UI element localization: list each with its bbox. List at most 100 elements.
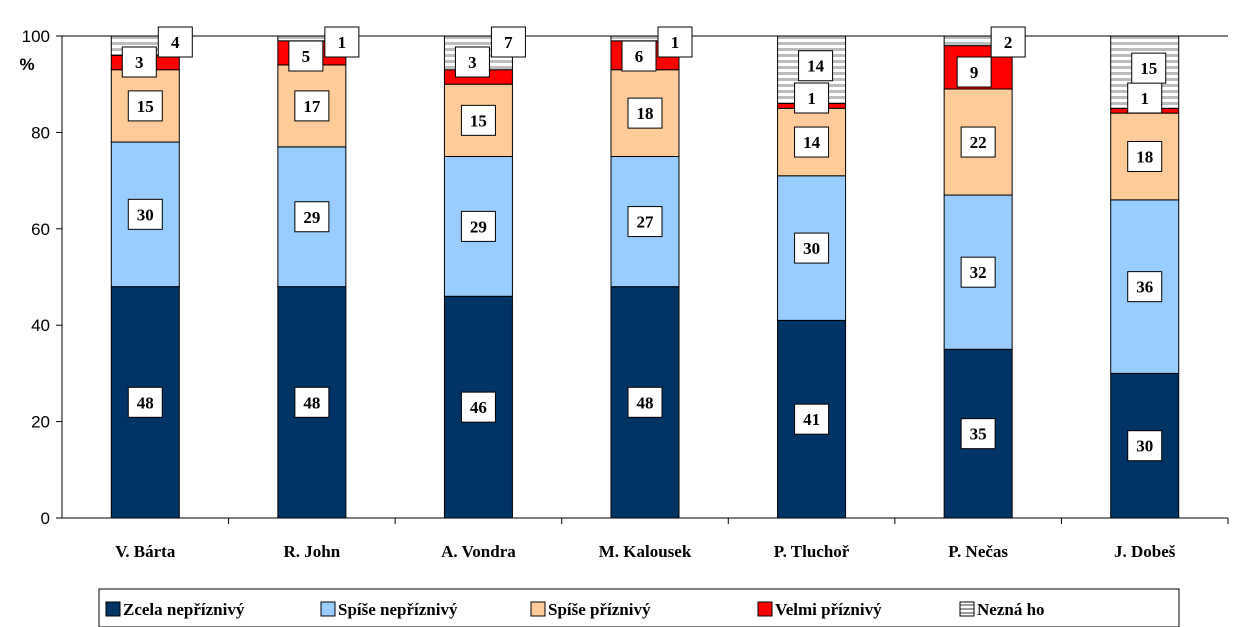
- x-tick-label-m-kalousek: M. Kalousek: [599, 542, 692, 561]
- bar-segment-zcela-nepriznivy-p-necas: [943, 348, 1013, 519]
- data-label-zcela-nepriznivy-p-necas: 35: [970, 425, 987, 444]
- data-label-velmi-priznivy-j-dobes: 1: [1140, 89, 1149, 108]
- data-label-box: [960, 126, 996, 158]
- data-label-nezna-ho-p-necas: 2: [1004, 33, 1013, 52]
- data-label-box: [294, 386, 330, 418]
- x-tick-label-v-barta: V. Bárta: [115, 542, 176, 561]
- data-label-velmi-priznivy-m-kalousek: 6: [635, 47, 644, 66]
- data-label-spise-nepriznivy-p-tluchor: 30: [803, 239, 820, 258]
- data-label-nezna-ho-m-kalousek: 1: [671, 33, 680, 52]
- data-label-spise-priznivy-v-barta: 15: [137, 97, 154, 116]
- legend-label-zcela-nepriznivy: Zcela nepříznivý: [123, 600, 245, 619]
- y-tick-label: 20: [31, 413, 50, 432]
- data-label-box: [157, 26, 193, 58]
- legend: Zcela nepříznivý Spíše nepříznivý Spíše př…: [98, 588, 1180, 627]
- data-label-box: [127, 90, 163, 122]
- data-label-box: [324, 26, 360, 58]
- data-label-spise-priznivy-j-dobes: 18: [1136, 148, 1153, 167]
- data-label-box: [294, 201, 330, 233]
- data-label-box: [127, 386, 163, 418]
- data-label-nezna-ho-j-dobes: 15: [1140, 59, 1157, 78]
- x-tick-label-p-tluchor: P. Tluchoř: [774, 542, 850, 561]
- data-label-velmi-priznivy-v-barta: 3: [135, 53, 144, 72]
- y-tick-label: 0: [41, 509, 50, 528]
- data-label-box: [288, 40, 324, 72]
- data-label-box: [627, 386, 663, 418]
- data-label-box: [460, 104, 496, 136]
- axes: 0 20 40 60 80 100% V. Bárta R. John A. Vondra M. …: [19, 27, 1229, 561]
- legend-swatch-spise-nepriznivy: [320, 601, 336, 617]
- data-label-nezna-ho-v-barta: 4: [171, 33, 180, 52]
- x-tick-label-r-john: R. John: [284, 542, 341, 561]
- data-label-box: [794, 82, 830, 114]
- data-label-box: [794, 232, 830, 264]
- data-label-box: [460, 210, 496, 242]
- data-label-box: [121, 46, 157, 78]
- y-tick-label: 40: [31, 316, 50, 335]
- data-label-spise-nepriznivy-v-barta: 30: [137, 205, 154, 224]
- x-tick-label-j-dobes: J. Dobeš: [1114, 542, 1176, 561]
- bars: [110, 35, 1180, 519]
- data-label-box: [627, 206, 663, 238]
- data-label-spise-priznivy-a-vondra: 15: [470, 111, 487, 130]
- y-axis-title: %: [19, 55, 34, 74]
- legend-box: [98, 588, 1180, 627]
- bar-segment-spise-priznivy-j-dobes: [1110, 112, 1180, 201]
- data-label-box: [956, 56, 992, 88]
- data-label-box: [960, 418, 996, 450]
- data-label-spise-nepriznivy-r-john: 29: [303, 208, 320, 227]
- data-label-zcela-nepriznivy-a-vondra: 46: [470, 398, 487, 417]
- data-label-spise-priznivy-p-necas: 22: [970, 133, 987, 152]
- data-label-velmi-priznivy-p-tluchor: 1: [807, 89, 816, 108]
- legend-label-spise-priznivy: Spíše příznivý: [548, 600, 651, 619]
- data-label-spise-nepriznivy-p-necas: 32: [970, 263, 987, 282]
- data-label-box: [798, 50, 834, 82]
- data-label-box: [990, 26, 1026, 58]
- legend-swatch-spise-priznivy: [530, 601, 546, 617]
- data-label-box: [794, 403, 830, 435]
- data-label-box: [1127, 430, 1163, 462]
- data-label-zcela-nepriznivy-j-dobes: 30: [1136, 437, 1153, 456]
- data-label-zcela-nepriznivy-m-kalousek: 48: [637, 393, 654, 412]
- data-label-spise-priznivy-m-kalousek: 18: [637, 104, 654, 123]
- legend-swatch-velmi-priznivy: [757, 601, 773, 617]
- y-tick-label: 60: [31, 220, 50, 239]
- data-label-box: [127, 198, 163, 230]
- data-label-nezna-ho-r-john: 1: [338, 33, 347, 52]
- x-tick-label-p-necas: P. Nečas: [948, 542, 1008, 561]
- data-label-velmi-priznivy-r-john: 5: [302, 47, 311, 66]
- data-label-spise-priznivy-r-john: 17: [303, 97, 321, 116]
- y-tick-label: 100: [22, 27, 50, 46]
- legend-label-spise-nepriznivy: Spíše nepříznivý: [338, 600, 458, 619]
- data-label-box: [454, 46, 490, 78]
- data-label-zcela-nepriznivy-v-barta: 48: [137, 393, 154, 412]
- data-label-velmi-priznivy-p-necas: 9: [970, 63, 979, 82]
- legend-label-nezna-ho: Nezná ho: [977, 600, 1045, 619]
- data-label-box: [1127, 271, 1163, 303]
- data-label-box: [621, 40, 657, 72]
- data-label-spise-nepriznivy-a-vondra: 29: [470, 217, 487, 236]
- x-tick-label-a-vondra: A. Vondra: [441, 542, 516, 561]
- data-label-spise-nepriznivy-m-kalousek: 27: [637, 213, 655, 232]
- data-label-spise-priznivy-p-tluchor: 14: [803, 133, 821, 152]
- data-labels: 4830153448291751462915374827186141301411…: [121, 26, 1167, 462]
- data-label-zcela-nepriznivy-r-john: 48: [303, 393, 320, 412]
- data-label-zcela-nepriznivy-p-tluchor: 41: [803, 410, 820, 429]
- data-label-box: [1127, 82, 1163, 114]
- data-label-box: [657, 26, 693, 58]
- data-label-box: [960, 256, 996, 288]
- data-label-box: [490, 26, 526, 58]
- legend-label-velmi-priznivy: Velmi příznivý: [775, 600, 882, 619]
- y-tick-label: 80: [31, 123, 50, 142]
- data-label-box: [794, 126, 830, 158]
- legend-swatch-zcela-nepriznivy: [105, 601, 121, 617]
- data-label-nezna-ho-p-tluchor: 14: [807, 57, 825, 76]
- data-label-box: [1131, 52, 1167, 84]
- legend-swatch-nezna-ho: [959, 601, 975, 617]
- data-label-box: [627, 97, 663, 129]
- data-label-box: [294, 90, 330, 122]
- data-label-nezna-ho-a-vondra: 7: [504, 33, 513, 52]
- data-label-box: [1127, 141, 1163, 172]
- data-label-spise-nepriznivy-j-dobes: 36: [1136, 278, 1153, 297]
